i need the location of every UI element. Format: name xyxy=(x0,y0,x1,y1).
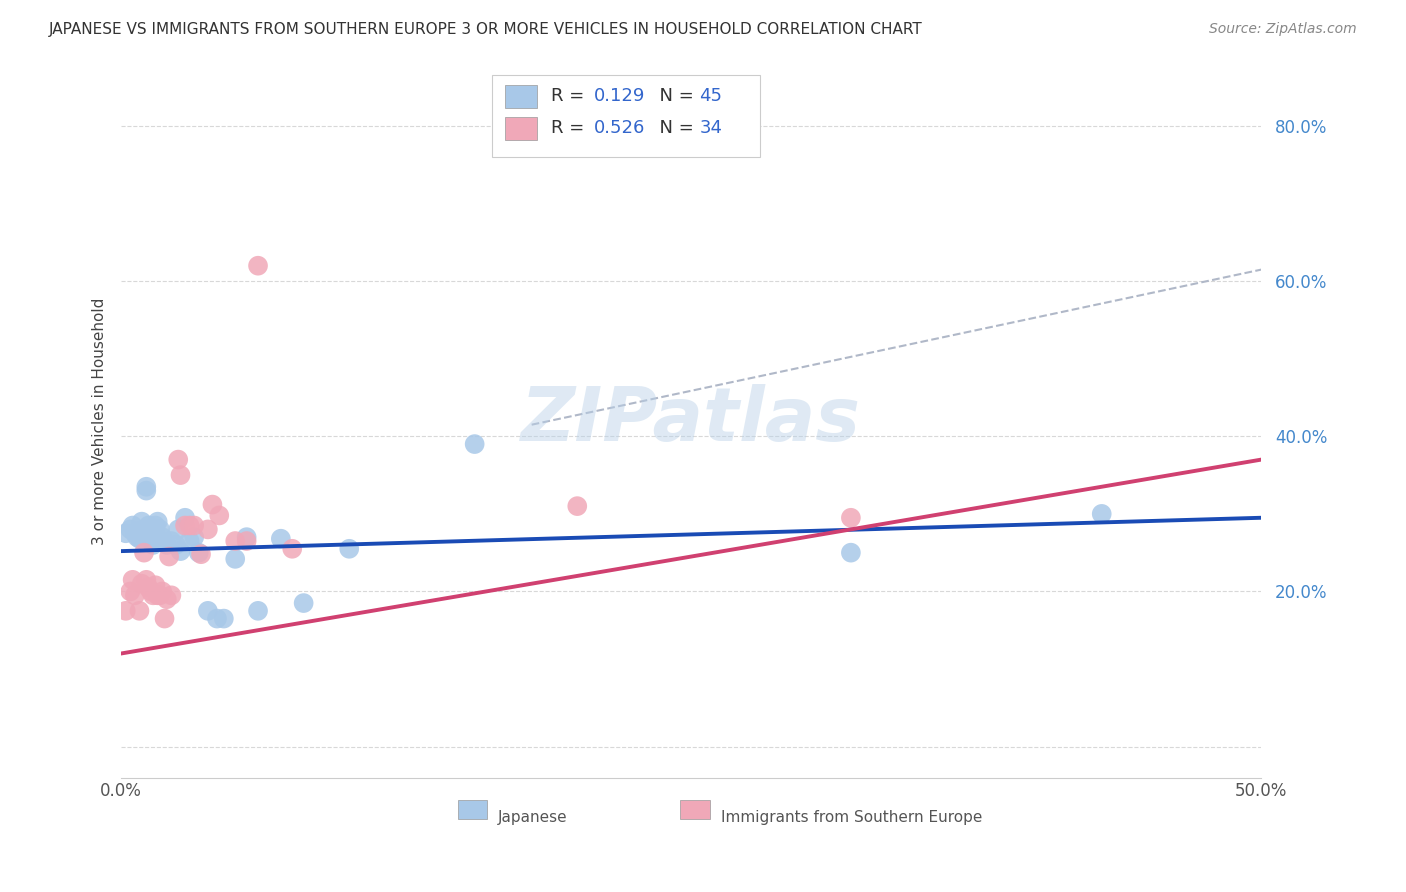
Point xyxy=(179,534,201,549)
Text: Japanese: Japanese xyxy=(498,810,567,825)
Text: JAPANESE VS IMMIGRANTS FROM SOUTHERN EUROPE 3 OR MORE VEHICLES IN HOUSEHOLD CORR: JAPANESE VS IMMIGRANTS FROM SOUTHERN EUR… xyxy=(49,22,922,37)
Point xyxy=(131,515,153,529)
Point xyxy=(120,522,142,536)
Point xyxy=(292,596,315,610)
Point xyxy=(156,592,179,607)
Text: Immigrants from Southern Europe: Immigrants from Southern Europe xyxy=(721,810,983,825)
Bar xyxy=(457,800,488,819)
Text: R =: R = xyxy=(551,87,591,105)
Point xyxy=(212,611,235,625)
Point xyxy=(149,522,172,536)
Point xyxy=(150,584,173,599)
Point xyxy=(153,611,176,625)
Point xyxy=(174,518,197,533)
Point xyxy=(139,526,162,541)
Point xyxy=(142,534,165,549)
Point xyxy=(183,518,205,533)
Point xyxy=(187,546,209,560)
Point xyxy=(183,530,205,544)
Point xyxy=(114,604,136,618)
Text: 45: 45 xyxy=(699,87,723,105)
Point xyxy=(156,538,179,552)
Point xyxy=(839,546,862,560)
Point xyxy=(139,584,162,599)
Text: R =: R = xyxy=(551,120,591,137)
Point xyxy=(201,498,224,512)
Point xyxy=(142,538,165,552)
Point xyxy=(224,552,246,566)
Point xyxy=(179,518,201,533)
Point xyxy=(139,534,162,549)
Point xyxy=(146,515,169,529)
Point xyxy=(235,534,257,549)
Point xyxy=(132,522,155,536)
Point xyxy=(247,259,270,273)
Point xyxy=(145,578,167,592)
Point xyxy=(128,530,150,544)
Text: N =: N = xyxy=(648,87,699,105)
Bar xyxy=(492,75,759,157)
Point xyxy=(224,534,246,549)
Point xyxy=(142,588,165,602)
Point xyxy=(150,530,173,544)
Point xyxy=(138,581,160,595)
Point xyxy=(169,468,191,483)
Point xyxy=(165,538,187,552)
Point xyxy=(839,510,862,524)
Point xyxy=(160,588,183,602)
Point xyxy=(464,437,486,451)
Point xyxy=(160,534,183,549)
Point xyxy=(135,483,157,498)
Point xyxy=(235,530,257,544)
Point xyxy=(135,573,157,587)
Text: N =: N = xyxy=(648,120,699,137)
Point xyxy=(205,611,228,625)
Point xyxy=(247,604,270,618)
Point xyxy=(120,584,142,599)
Point xyxy=(337,541,360,556)
Text: ZIPatlas: ZIPatlas xyxy=(522,384,862,458)
Bar xyxy=(505,117,537,140)
Text: 34: 34 xyxy=(699,120,723,137)
Point xyxy=(149,588,172,602)
Point xyxy=(128,604,150,618)
Point xyxy=(131,576,153,591)
Point xyxy=(167,522,190,536)
Bar xyxy=(681,800,710,819)
Bar xyxy=(505,85,537,108)
Point xyxy=(153,536,176,550)
Point xyxy=(114,526,136,541)
Point xyxy=(132,528,155,542)
Point xyxy=(121,573,143,587)
Point xyxy=(124,588,146,602)
Point xyxy=(145,518,167,533)
Point xyxy=(138,518,160,533)
Point xyxy=(208,508,231,523)
Text: 0.129: 0.129 xyxy=(595,87,645,105)
Point xyxy=(121,518,143,533)
Point xyxy=(146,588,169,602)
Point xyxy=(127,530,149,544)
Point xyxy=(135,480,157,494)
Point xyxy=(1091,507,1114,521)
Point xyxy=(124,526,146,541)
Point xyxy=(157,549,180,564)
Point xyxy=(190,547,212,561)
Point xyxy=(132,546,155,560)
Y-axis label: 3 or more Vehicles in Household: 3 or more Vehicles in Household xyxy=(93,297,107,544)
Point xyxy=(174,510,197,524)
Text: 0.526: 0.526 xyxy=(595,120,645,137)
Point xyxy=(167,452,190,467)
Point xyxy=(197,522,219,536)
Point xyxy=(197,604,219,618)
Text: Source: ZipAtlas.com: Source: ZipAtlas.com xyxy=(1209,22,1357,37)
Point xyxy=(128,532,150,546)
Point xyxy=(281,541,304,556)
Point xyxy=(145,526,167,541)
Point xyxy=(138,530,160,544)
Point xyxy=(270,532,292,546)
Point xyxy=(567,499,589,513)
Point xyxy=(169,544,191,558)
